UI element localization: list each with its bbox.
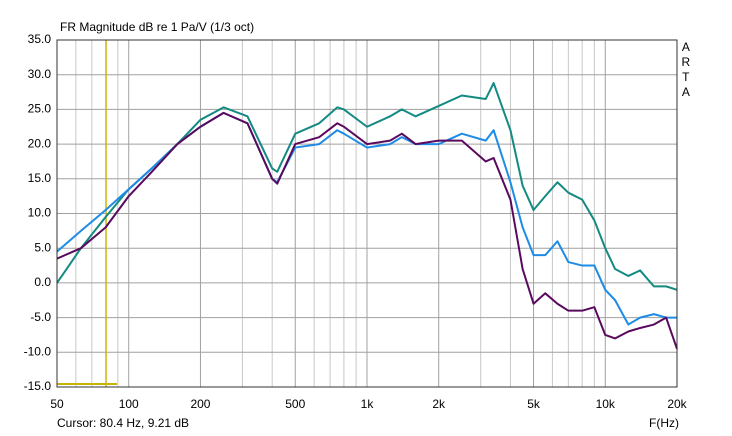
- y-tick-label: 0.0: [34, 275, 51, 289]
- chart-title: FR Magnitude dB re 1 Pa/V (1/3 oct): [60, 20, 254, 34]
- plot-frame: [56, 39, 678, 388]
- y-tick-label: -15.0: [24, 379, 52, 393]
- x-tick-label: 1k: [361, 397, 375, 411]
- y-tick-label: 35.0: [28, 32, 52, 46]
- x-tick-label: 5k: [527, 397, 541, 411]
- y-tick-label: -5.0: [30, 310, 51, 324]
- x-axis-label: F(Hz): [649, 416, 679, 430]
- x-tick-label: 500: [285, 397, 305, 411]
- y-tick-label: 5.0: [34, 240, 51, 254]
- x-tick-label: 50: [50, 397, 64, 411]
- y-tick-label: 10.0: [28, 206, 52, 220]
- x-tick-label: 10k: [596, 397, 616, 411]
- x-tick-label: 100: [119, 397, 139, 411]
- y-tick-label: -10.0: [24, 344, 52, 358]
- series-line: [56, 111, 678, 350]
- series-line: [56, 82, 678, 291]
- y-tick-label: 20.0: [28, 136, 52, 150]
- side-label: ARTA: [679, 40, 693, 100]
- y-tick-label: 15.0: [28, 171, 52, 185]
- y-tick-label: 25.0: [28, 102, 52, 116]
- x-tick-label: 20k: [667, 397, 687, 411]
- cursor-label: Cursor: 80.4 Hz, 9.21 dB: [57, 416, 189, 430]
- y-tick-label: 30.0: [28, 67, 52, 81]
- x-tick-label: 2k: [432, 397, 446, 411]
- x-tick-label: 200: [190, 397, 210, 411]
- lines: [56, 82, 678, 350]
